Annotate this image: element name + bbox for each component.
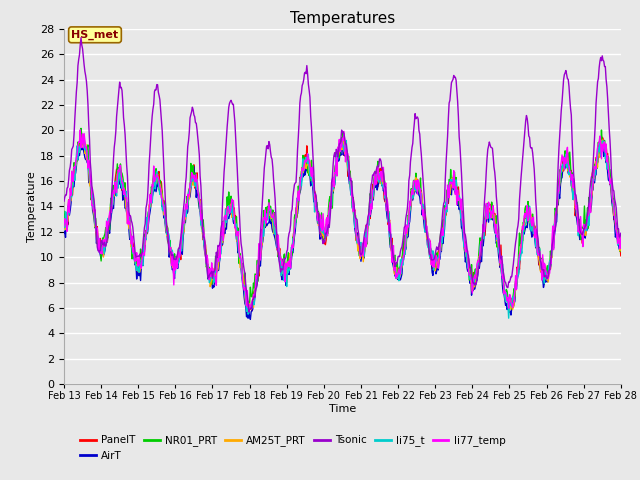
AM25T_PRT xyxy=(445,192,452,198)
Tsonic xyxy=(77,35,85,40)
X-axis label: Time: Time xyxy=(329,404,356,414)
PanelT xyxy=(568,168,575,173)
Tsonic xyxy=(445,115,452,121)
li75_t xyxy=(505,315,513,321)
Title: Temperatures: Temperatures xyxy=(290,11,395,26)
NR01_PRT xyxy=(335,155,343,161)
li75_t xyxy=(335,147,342,153)
Line: li75_t: li75_t xyxy=(64,137,621,318)
PanelT xyxy=(390,258,397,264)
Tsonic xyxy=(390,255,397,261)
Line: PanelT: PanelT xyxy=(64,136,621,314)
li77_temp xyxy=(617,234,625,240)
PanelT xyxy=(445,201,452,206)
AM25T_PRT xyxy=(244,309,252,314)
Tsonic xyxy=(335,141,343,147)
NR01_PRT xyxy=(60,209,68,215)
AM25T_PRT xyxy=(60,225,68,230)
NR01_PRT xyxy=(183,193,191,199)
AM25T_PRT xyxy=(568,172,575,178)
li77_temp xyxy=(60,223,68,229)
li77_temp xyxy=(445,190,452,195)
AirT xyxy=(568,182,575,188)
AM25T_PRT xyxy=(183,204,191,210)
AM25T_PRT xyxy=(335,149,343,155)
NR01_PRT xyxy=(245,308,253,314)
li77_temp xyxy=(183,206,191,212)
AirT xyxy=(206,278,214,284)
Y-axis label: Temperature: Temperature xyxy=(28,171,37,242)
li77_temp xyxy=(335,136,343,142)
Line: AM25T_PRT: AM25T_PRT xyxy=(64,134,621,312)
AM25T_PRT xyxy=(390,256,397,262)
li77_temp xyxy=(207,274,215,279)
AirT xyxy=(445,195,452,201)
li75_t xyxy=(183,204,191,209)
PanelT xyxy=(183,208,191,214)
Legend: PanelT, AirT, NR01_PRT, AM25T_PRT, Tsonic, li75_t, li77_temp: PanelT, AirT, NR01_PRT, AM25T_PRT, Tsoni… xyxy=(81,435,505,461)
AirT xyxy=(246,316,254,322)
li77_temp xyxy=(568,177,575,183)
NR01_PRT xyxy=(617,238,625,243)
AirT xyxy=(338,135,346,141)
li75_t xyxy=(79,134,86,140)
AirT xyxy=(182,206,190,212)
li77_temp xyxy=(76,127,84,132)
AM25T_PRT xyxy=(207,281,215,287)
Tsonic xyxy=(245,309,253,315)
Tsonic xyxy=(617,230,625,236)
li75_t xyxy=(207,275,215,281)
NR01_PRT xyxy=(445,191,452,197)
AM25T_PRT xyxy=(79,132,86,137)
Line: NR01_PRT: NR01_PRT xyxy=(64,128,621,311)
Tsonic xyxy=(207,270,215,276)
AirT xyxy=(617,248,625,253)
li75_t xyxy=(389,255,397,261)
li75_t xyxy=(444,196,451,202)
Line: AirT: AirT xyxy=(64,138,621,319)
li75_t xyxy=(60,221,68,227)
li75_t xyxy=(617,242,625,248)
PanelT xyxy=(617,253,625,259)
li77_temp xyxy=(246,306,254,312)
Text: HS_met: HS_met xyxy=(72,30,118,40)
NR01_PRT xyxy=(390,258,397,264)
PanelT xyxy=(60,214,68,220)
AM25T_PRT xyxy=(617,244,625,250)
li75_t xyxy=(568,176,575,182)
Tsonic xyxy=(183,158,191,164)
PanelT xyxy=(244,311,252,317)
AirT xyxy=(60,230,68,236)
AirT xyxy=(390,264,397,270)
PanelT xyxy=(77,133,85,139)
AirT xyxy=(335,158,342,164)
NR01_PRT xyxy=(568,176,575,181)
NR01_PRT xyxy=(207,276,215,282)
NR01_PRT xyxy=(77,125,85,131)
li77_temp xyxy=(390,243,397,249)
Line: li77_temp: li77_temp xyxy=(64,130,621,309)
PanelT xyxy=(335,144,343,150)
Tsonic xyxy=(568,112,575,118)
Line: Tsonic: Tsonic xyxy=(64,37,621,312)
Tsonic xyxy=(60,198,68,204)
PanelT xyxy=(207,269,215,275)
